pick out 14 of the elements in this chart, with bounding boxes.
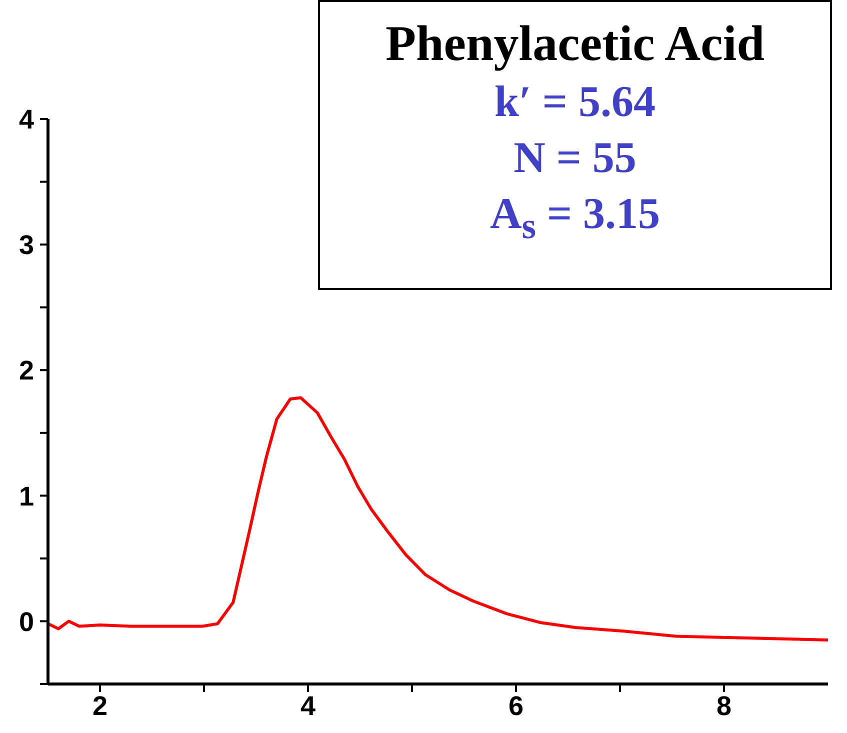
y-tick-label: 1 (18, 481, 34, 512)
x-tick-label: 4 (300, 691, 316, 722)
chart-title: Phenylacetic Acid (384, 14, 766, 73)
x-tick-label: 8 (716, 691, 732, 722)
y-tick-label: 3 (18, 230, 34, 260)
x-tick-label: 2 (92, 691, 108, 722)
x-tick-label: 6 (508, 691, 524, 722)
annotation: k′ = 5.64 (494, 76, 656, 128)
annotation: N = 55 (512, 132, 638, 184)
y-tick-label: 0 (18, 606, 34, 637)
line-series (48, 396, 828, 642)
annotation: A$_{s}$ = 3.15 (488, 188, 662, 248)
y-tick-label: 4 (18, 104, 34, 135)
y-tick-label: 2 (18, 356, 34, 386)
